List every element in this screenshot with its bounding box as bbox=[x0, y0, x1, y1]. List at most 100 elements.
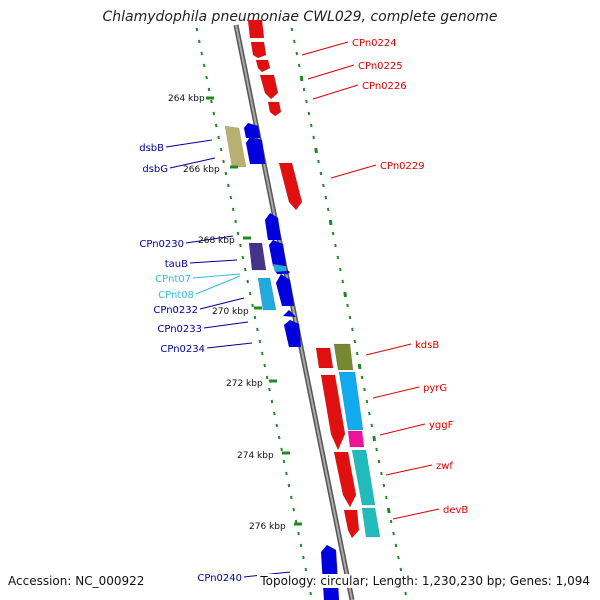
track-tick bbox=[341, 279, 345, 284]
gene-arrow[interactable] bbox=[264, 212, 282, 241]
track-tick bbox=[357, 363, 362, 370]
kbp-ruler: 264 kbp 266 kbp 268 kbp 270 kbp 272 kbp 274 k… bbox=[168, 94, 302, 532]
gene-label-right: CPn0229 bbox=[380, 161, 425, 172]
gene-arrow[interactable] bbox=[268, 239, 287, 267]
track-tick bbox=[353, 339, 357, 344]
gene-label-left: CPn0232 bbox=[153, 305, 198, 316]
gene-arrow[interactable] bbox=[224, 125, 247, 168]
gene-arrow[interactable] bbox=[272, 263, 288, 273]
gene-arrow[interactable] bbox=[267, 101, 282, 117]
track-tick bbox=[246, 279, 250, 284]
track-tick bbox=[314, 147, 318, 154]
track-tick bbox=[307, 111, 311, 116]
track-tick bbox=[275, 423, 279, 428]
gene-arrow[interactable] bbox=[250, 41, 267, 59]
track-tick bbox=[231, 207, 235, 212]
track-tick bbox=[346, 303, 349, 308]
genome-backbone-highlight bbox=[235, 24, 353, 600]
gene-label-left: CPn0240 bbox=[197, 573, 242, 584]
track-tick bbox=[222, 159, 225, 164]
gene-arrow[interactable] bbox=[338, 371, 364, 431]
label-connector bbox=[185, 235, 234, 244]
track-tick bbox=[210, 99, 213, 104]
gene-arrow[interactable] bbox=[259, 74, 279, 100]
gene-label-right: zwf bbox=[436, 461, 453, 472]
label-connector bbox=[169, 157, 216, 169]
track-tick bbox=[253, 315, 257, 320]
gene-arrow[interactable] bbox=[333, 343, 354, 371]
gene-label-left: tauB bbox=[165, 259, 188, 270]
label-connector bbox=[192, 273, 241, 279]
track-tick bbox=[370, 423, 374, 428]
gene-arrow[interactable] bbox=[247, 19, 265, 39]
track-tick bbox=[205, 75, 208, 80]
track-tick bbox=[326, 207, 330, 212]
track-tick bbox=[322, 183, 325, 188]
gene-arrow[interactable] bbox=[351, 449, 376, 506]
track-tick bbox=[328, 219, 333, 226]
track-tick bbox=[236, 231, 240, 236]
gene-arrow[interactable] bbox=[255, 59, 271, 73]
label-connector bbox=[385, 464, 433, 476]
label-connector bbox=[195, 275, 241, 295]
gene-arrow[interactable] bbox=[320, 374, 346, 451]
gene-arrow[interactable] bbox=[333, 451, 357, 508]
gene-arrow[interactable] bbox=[343, 509, 360, 539]
track-tick bbox=[273, 411, 276, 416]
gene-label-right: CPn0226 bbox=[362, 81, 407, 92]
track-tick bbox=[302, 87, 306, 92]
gene-arrow[interactable] bbox=[243, 122, 261, 139]
gene-arrow[interactable] bbox=[257, 277, 277, 311]
gene-arrow[interactable] bbox=[361, 507, 381, 538]
label-connector bbox=[372, 386, 420, 399]
gene-label-right: yggF bbox=[429, 420, 454, 431]
track-tick bbox=[339, 267, 342, 272]
track-tick bbox=[304, 567, 308, 572]
gene-arrow[interactable] bbox=[320, 544, 340, 600]
gene-arrow[interactable] bbox=[315, 347, 334, 369]
track-tick bbox=[265, 375, 269, 380]
label-connector bbox=[312, 84, 359, 100]
track-tick bbox=[377, 459, 381, 464]
track-tick bbox=[256, 327, 259, 332]
label-connector bbox=[189, 259, 238, 264]
gene-arrow[interactable] bbox=[245, 136, 266, 165]
gene-arrow[interactable] bbox=[282, 309, 297, 318]
gene-label-left: CPn0230 bbox=[139, 239, 184, 250]
track-tick bbox=[324, 195, 328, 200]
track-tick bbox=[217, 135, 220, 140]
track-tick bbox=[355, 351, 359, 356]
track-tick bbox=[239, 243, 242, 248]
gene-arrow[interactable] bbox=[248, 242, 267, 271]
kbp-label: 266 kbp bbox=[183, 165, 220, 175]
label-connector bbox=[365, 343, 412, 356]
gene-arrow[interactable] bbox=[347, 430, 365, 448]
track-tick bbox=[375, 447, 378, 452]
track-tick bbox=[299, 75, 304, 82]
gene-label-right: CPn0224 bbox=[352, 38, 397, 49]
track-tick bbox=[285, 471, 288, 476]
gene-label-right: devB bbox=[443, 505, 468, 516]
gene-arrow[interactable] bbox=[278, 162, 303, 211]
gene-label-left: CPn0234 bbox=[160, 344, 205, 355]
track-tick bbox=[317, 159, 320, 164]
gene-label-left: CPn0233 bbox=[157, 324, 202, 335]
track-tick bbox=[389, 519, 393, 524]
track-tick bbox=[334, 243, 337, 248]
track-tick bbox=[287, 483, 291, 488]
track-tick bbox=[251, 303, 254, 308]
track-tick bbox=[331, 231, 335, 236]
gene-arrow[interactable] bbox=[283, 319, 302, 348]
gene-label-right: kdsB bbox=[415, 340, 439, 351]
label-connector bbox=[165, 139, 213, 148]
gene-label-left: dsbG bbox=[142, 164, 168, 175]
track-tick bbox=[263, 363, 266, 368]
gene-label-right: pyrG bbox=[423, 383, 447, 394]
track-tick bbox=[360, 375, 364, 380]
track-tick bbox=[200, 51, 204, 56]
gene-arrow[interactable] bbox=[275, 273, 295, 307]
track-tick bbox=[363, 387, 366, 392]
track-tick bbox=[282, 459, 286, 464]
track-tick bbox=[343, 291, 347, 298]
